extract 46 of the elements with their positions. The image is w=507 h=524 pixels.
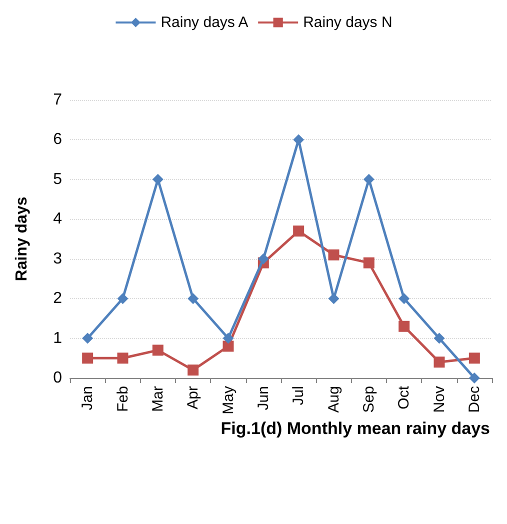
y-tick-label: 0 [53, 370, 62, 386]
point [328, 249, 340, 260]
y-tick-label: 7 [53, 92, 62, 108]
x-tick-label: Mar [149, 386, 166, 412]
point [293, 226, 304, 237]
x-tick-label: Oct [396, 385, 413, 410]
x-tick-label: Dec [466, 386, 483, 413]
point [398, 320, 410, 332]
point [82, 352, 94, 364]
legend-label: Rainy days A [160, 14, 248, 31]
point [434, 356, 445, 368]
point [434, 332, 445, 344]
text: Fig.1(d) Monthly mean rainy days [220, 419, 490, 438]
x-tick-label: Sep [360, 386, 378, 413]
x-tick-label: Jul [290, 386, 308, 406]
x-tick-label: Aug [325, 386, 342, 413]
x-tick-label: May [220, 386, 237, 414]
point [82, 332, 94, 344]
point [398, 293, 410, 304]
x-tick-label: Jan [79, 386, 96, 410]
y-tick-label: 5 [53, 170, 62, 188]
point [152, 174, 164, 185]
point [468, 372, 480, 384]
point [363, 257, 374, 268]
point [222, 332, 234, 344]
point [188, 293, 199, 304]
point [293, 134, 304, 146]
y-tick-label: 3 [53, 250, 62, 268]
x-tick-label: Apr [184, 386, 202, 410]
point [328, 293, 340, 304]
y-axis-title: Rainy days [14, 196, 30, 282]
point [258, 253, 269, 264]
point [117, 352, 128, 364]
x-tick-label: Feb [114, 386, 132, 412]
y-tick-label: 2 [53, 290, 62, 308]
x-tick-label: Jun [254, 386, 272, 410]
point [188, 364, 199, 376]
point [363, 174, 374, 185]
x-tick-label: Nov [430, 386, 448, 413]
legend-label: Rainy days N [303, 14, 392, 31]
point [117, 293, 128, 304]
point [152, 344, 164, 356]
y-tick-label: 4 [53, 210, 62, 228]
y-tick-label: 1 [53, 330, 62, 347]
point [468, 352, 480, 364]
y-tick-label: 6 [53, 131, 62, 148]
